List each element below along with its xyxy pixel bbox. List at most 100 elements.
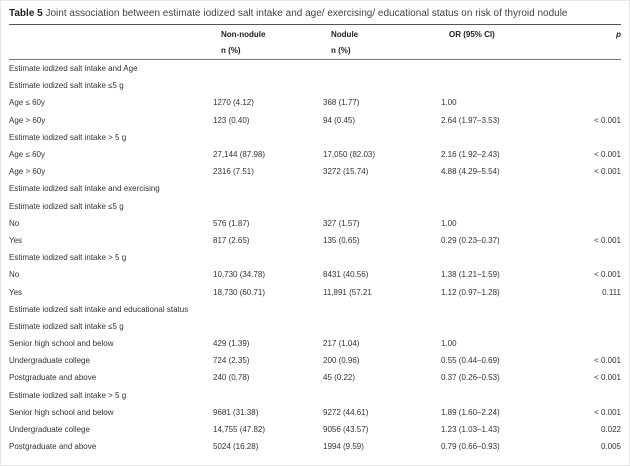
cell-non-nodule: 817 (2.65)	[213, 235, 250, 245]
cell-non-nodule	[213, 77, 323, 94]
table-row: Age ≤ 60y 1270 (4.12) 368 (1.77) 1.00	[9, 94, 621, 111]
cell-or: 0.55 (0.44–0.69)	[441, 356, 500, 366]
cell-non-nodule: 429 (1.39)	[213, 339, 250, 349]
cell-or	[441, 301, 563, 318]
row-label: No	[9, 270, 20, 280]
subsection-row: Estimate iodized salt intake ≤5 g	[9, 198, 621, 215]
top-rule	[9, 24, 621, 25]
subsection-row: Estimate iodized salt intake ≤5 g	[9, 77, 621, 94]
cell-nodule	[323, 180, 441, 197]
row-label: Estimate iodized salt intake > 5 g	[9, 253, 127, 263]
cell-nodule	[323, 318, 441, 335]
cell-nodule: 94 (0.45)	[323, 115, 356, 125]
header-nodule: Nodule	[331, 30, 359, 39]
row-label: Postgraduate and above	[9, 442, 97, 452]
cell-nodule: 1994 (9.59)	[323, 442, 364, 452]
cell-non-nodule: 724 (2.35)	[213, 356, 250, 366]
cell-p-value	[563, 301, 621, 318]
table-row: Undergraduate college 14,755 (47.82) 9056 …	[9, 421, 621, 438]
cell-non-nodule: 240 (0.78)	[213, 373, 250, 383]
cell-non-nodule	[213, 318, 323, 335]
row-label: No	[9, 218, 20, 228]
cell-p-value	[563, 318, 621, 335]
row-label: Age ≤ 60y	[9, 98, 45, 108]
cell-p-value	[563, 335, 621, 352]
table-row: No 576 (1.87) 327 (1.57) 1.00	[9, 215, 621, 232]
row-label: Age ≤ 60y	[9, 150, 45, 160]
row-label: Yes	[9, 235, 23, 245]
cell-or	[441, 77, 563, 94]
row-label: Estimate iodized salt intake and exercis…	[9, 184, 160, 194]
table-row: No 10,730 (34.78) 8431 (40.56) 1.38 (1.21–1…	[9, 266, 621, 283]
table-label: Table 5	[9, 8, 43, 19]
cell-non-nodule: 9681 (31.38)	[213, 407, 259, 417]
cell-or: 1.00	[441, 218, 457, 228]
cell-nodule	[323, 60, 441, 77]
cell-or: 2.16 (1.92–2.43)	[441, 150, 500, 160]
table-title: Joint association between estimate iodiz…	[45, 8, 568, 19]
cell-p-value	[563, 94, 621, 111]
cell-or	[441, 387, 563, 404]
row-label: Age > 60y	[9, 167, 46, 177]
cell-p-value	[563, 180, 621, 197]
cell-nodule	[323, 301, 441, 318]
cell-non-nodule	[213, 249, 323, 266]
subsection-row: Estimate iodized salt intake > 5 g	[9, 249, 621, 266]
cell-p-value	[563, 198, 621, 215]
section-row: Estimate iodized salt intake and educati…	[9, 301, 621, 318]
table-row: Senior high school and below 9681 (31.38)…	[9, 404, 621, 421]
cell-nodule	[323, 77, 441, 94]
cell-nodule: 11,891 (57.21	[323, 287, 372, 297]
row-label: Estimate iodized salt intake > 5 g	[9, 132, 127, 142]
section-row: Estimate iodized salt intake and Age	[9, 60, 621, 77]
cell-non-nodule	[213, 387, 323, 404]
cell-non-nodule: 123 (0.40)	[213, 115, 250, 125]
cell-p-value: < 0.001	[594, 270, 621, 280]
row-label: Age > 60y	[9, 115, 46, 125]
cell-nodule: 200 (0.96)	[323, 356, 360, 366]
cell-nodule: 9056 (43.57)	[323, 425, 369, 435]
cell-nodule: 8431 (40.56)	[323, 270, 369, 280]
cell-p-value: 0.005	[600, 442, 621, 452]
row-label: Yes	[9, 287, 23, 297]
cell-p-value: < 0.001	[594, 167, 621, 177]
table-row: Postgraduate and above 240 (0.78) 45 (0.22…	[9, 369, 621, 386]
cell-p-value: 0.111	[602, 287, 621, 297]
header-nodule-unit: n (%)	[331, 46, 351, 55]
table-row: Postgraduate and above 5024 (16.28) 1994 (…	[9, 438, 621, 455]
row-label: Estimate iodized salt intake > 5 g	[9, 390, 127, 400]
cell-non-nodule: 2316 (7.51)	[213, 167, 254, 177]
data-table: Estimate iodized salt intake and Age Esti…	[9, 60, 621, 455]
subsection-row: Estimate iodized salt intake > 5 g	[9, 387, 621, 404]
cell-p-value	[563, 60, 621, 77]
cell-p-value	[563, 215, 621, 232]
cell-non-nodule: 27,144 (87.98)	[213, 150, 266, 160]
subsection-row: Estimate iodized salt intake > 5 g	[9, 129, 621, 146]
table-caption: Table 5 Joint association between estima…	[9, 8, 567, 19]
cell-p-value	[563, 129, 621, 146]
cell-non-nodule	[213, 180, 323, 197]
cell-nodule: 9272 (44.61)	[323, 407, 369, 417]
cell-non-nodule: 18,730 (60.71)	[213, 287, 266, 297]
cell-p-value: < 0.001	[594, 235, 621, 245]
cell-nodule	[323, 198, 441, 215]
header-p: p	[616, 30, 621, 39]
subsection-row: Estimate iodized salt intake ≤5 g	[9, 318, 621, 335]
cell-non-nodule: 14,755 (47.82)	[213, 425, 266, 435]
row-label: Estimate iodized salt intake and Age	[9, 64, 138, 74]
cell-or	[441, 249, 563, 266]
cell-nodule: 135 (0.65)	[323, 235, 360, 245]
cell-nodule	[323, 387, 441, 404]
cell-or: 4.88 (4.29–5.54)	[441, 167, 500, 177]
table-body: Estimate iodized salt intake and Age Esti…	[9, 60, 621, 455]
table-row: Yes 18,730 (60.71) 11,891 (57.21 1.12 (0.97…	[9, 283, 621, 300]
cell-p-value: < 0.001	[594, 373, 621, 383]
header-non-nodule: Non-nodule	[221, 30, 266, 39]
cell-or: 1.23 (1.03–1.43)	[441, 425, 500, 435]
cell-or	[441, 318, 563, 335]
cell-or	[441, 180, 563, 197]
cell-non-nodule: 10,730 (34.78)	[213, 270, 266, 280]
cell-or: 0.29 (0.23–0.37)	[441, 235, 500, 245]
row-label: Senior high school and below	[9, 407, 114, 417]
